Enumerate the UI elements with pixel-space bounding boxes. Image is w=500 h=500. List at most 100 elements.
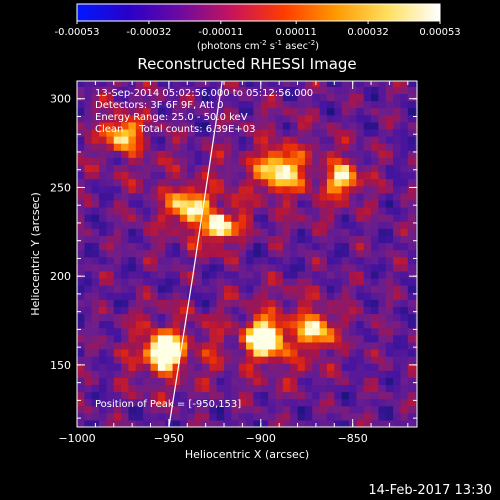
- heatmap-cell: [187, 100, 196, 109]
- heatmap-cell: [297, 270, 306, 279]
- heatmap-cell: [165, 341, 174, 350]
- heatmap-cell: [312, 384, 321, 393]
- heatmap-cell: [385, 192, 394, 201]
- heatmap-cell: [99, 405, 108, 414]
- heatmap-cell: [334, 356, 343, 364]
- heatmap-cell: [378, 143, 387, 151]
- heatmap-cell: [91, 185, 100, 194]
- heatmap-cell: [84, 100, 93, 109]
- heatmap-cell: [400, 363, 409, 371]
- heatmap-cell: [356, 320, 365, 329]
- heatmap-cell: [157, 206, 166, 215]
- heatmap-cell: [297, 221, 306, 229]
- heatmap-cell: [194, 178, 203, 187]
- heatmap-cell: [77, 86, 85, 95]
- heatmap-cell: [113, 107, 122, 116]
- heatmap-cell: [77, 306, 85, 315]
- heatmap-cell: [121, 320, 130, 329]
- heatmap-cell: [415, 384, 417, 393]
- heatmap-cell: [187, 356, 196, 364]
- heatmap-cell: [91, 306, 100, 315]
- heatmap-cell: [268, 277, 277, 286]
- heatmap-cell: [143, 391, 152, 400]
- heatmap-cell: [106, 199, 115, 208]
- heatmap-cell: [231, 334, 240, 343]
- heatmap-cell: [135, 185, 144, 194]
- heatmap-cell: [385, 377, 394, 386]
- heatmap-cell: [165, 221, 174, 229]
- heatmap-cell: [260, 214, 269, 222]
- heatmap-cell: [371, 114, 380, 123]
- heatmap-cell: [297, 285, 306, 293]
- heatmap-cell: [157, 242, 166, 251]
- heatmap-cell: [194, 121, 203, 130]
- heatmap-cell: [84, 150, 93, 158]
- heatmap-cell: [312, 370, 321, 378]
- heatmap-cell: [77, 136, 85, 144]
- heatmap-cell: [84, 356, 93, 364]
- heatmap-cell: [385, 221, 394, 229]
- heatmap-cell: [400, 384, 409, 393]
- heatmap-cell: [209, 292, 218, 300]
- heatmap-cell: [150, 221, 159, 229]
- heatmap-cell: [209, 86, 218, 95]
- heatmap-cell: [363, 171, 372, 180]
- heatmap-cell: [216, 419, 225, 427]
- heatmap-cell: [304, 228, 313, 236]
- heatmap-cell: [150, 348, 159, 357]
- heatmap-cell: [150, 285, 159, 293]
- heatmap-cell: [165, 86, 174, 95]
- heatmap-cell: [77, 363, 85, 371]
- heatmap-cell: [143, 150, 152, 158]
- heatmap-cell: [378, 327, 387, 336]
- heatmap-cell: [363, 327, 372, 336]
- heatmap-cell: [201, 100, 210, 109]
- heatmap-cell: [385, 164, 394, 173]
- heatmap-cell: [304, 164, 313, 173]
- heatmap-cell: [91, 384, 100, 393]
- heatmap-cell: [231, 143, 240, 151]
- heatmap-cell: [172, 235, 181, 244]
- heatmap-cell: [400, 419, 409, 427]
- heatmap-cell: [224, 164, 232, 173]
- heatmap-cell: [378, 313, 387, 322]
- heatmap-cell: [371, 348, 380, 357]
- heatmap-cell: [349, 327, 357, 336]
- heatmap-cell: [194, 398, 203, 407]
- heatmap-cell: [187, 263, 196, 272]
- heatmap-cell: [84, 384, 93, 393]
- heatmap-cell: [106, 412, 115, 421]
- heatmap-cell: [312, 341, 321, 350]
- heatmap-cell: [201, 348, 210, 357]
- heatmap-cell: [326, 164, 335, 173]
- heatmap-cell: [304, 206, 313, 215]
- heatmap-cell: [106, 235, 115, 244]
- heatmap-cell: [121, 199, 130, 208]
- heatmap-cell: [77, 157, 85, 165]
- heatmap-cell: [297, 256, 306, 265]
- heatmap-cell: [363, 100, 372, 109]
- heatmap-cell: [224, 86, 232, 95]
- heatmap-cell: [268, 178, 277, 187]
- heatmap-cell: [150, 292, 159, 300]
- heatmap-cell: [246, 249, 255, 258]
- heatmap-cell: [393, 334, 402, 343]
- heatmap-cell: [113, 377, 122, 386]
- heatmap-cell: [113, 363, 122, 371]
- heatmap-cell: [194, 249, 203, 258]
- heatmap-cell: [297, 143, 306, 151]
- heatmap-cell: [356, 292, 365, 300]
- heatmap-cell: [378, 171, 387, 180]
- heatmap-cell: [268, 263, 277, 272]
- heatmap-cell: [201, 306, 210, 315]
- heatmap-cell: [246, 221, 255, 229]
- heatmap-cell: [326, 334, 335, 343]
- colorbar-tick-label: 0.00032: [347, 27, 388, 38]
- heatmap-cell: [84, 370, 93, 378]
- heatmap-cell: [363, 157, 372, 165]
- heatmap-cell: [106, 270, 115, 279]
- heatmap-cell: [91, 242, 100, 251]
- heatmap-cell: [216, 270, 225, 279]
- heatmap-cell: [165, 199, 174, 208]
- heatmap-cell: [121, 277, 130, 286]
